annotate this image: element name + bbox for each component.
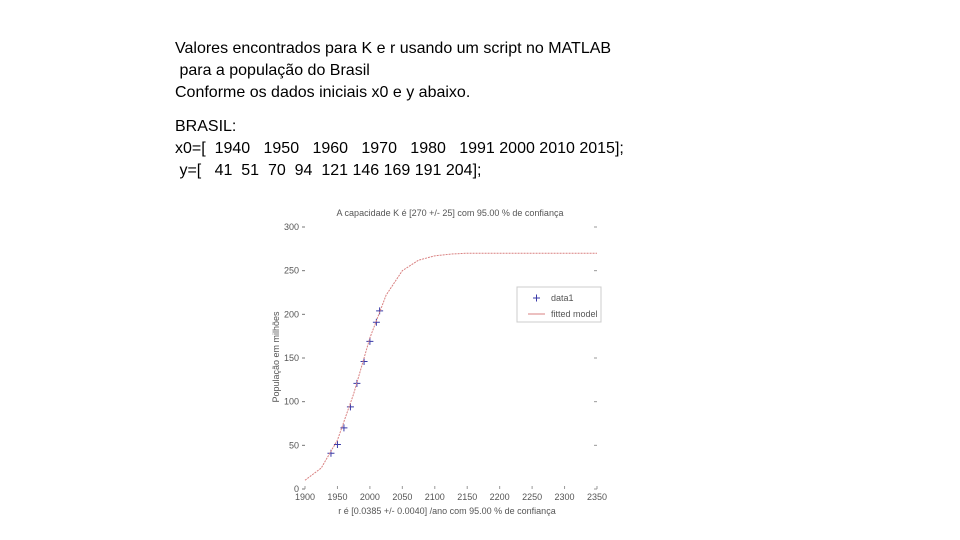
- legend-label: data1: [551, 293, 574, 303]
- intro-line: Valores encontrados para K e r usando um…: [175, 40, 611, 57]
- legend-label: fitted model: [551, 309, 598, 319]
- data-point: [333, 440, 341, 448]
- legend-swatch: [533, 294, 540, 302]
- x-tick-label: 2000: [360, 492, 380, 502]
- intro-line: Conforme os dados iniciais x0 e y abaixo…: [175, 84, 470, 101]
- y-tick-label: 150: [284, 353, 299, 363]
- y-tick-label: 300: [284, 222, 299, 232]
- data-point: [360, 357, 368, 365]
- data-point: [366, 337, 374, 345]
- x-axis-label: r é [0.0385 +/- 0.0040] /ano com 95.00 %…: [338, 506, 555, 516]
- chart-title: A capacidade K é [270 +/- 25] com 95.00 …: [337, 208, 564, 218]
- x-tick-label: 1900: [295, 492, 315, 502]
- x-tick-label: 2150: [457, 492, 477, 502]
- y-tick-label: 50: [289, 440, 299, 450]
- data-point: [372, 318, 380, 326]
- data-point: [340, 424, 348, 432]
- y-tick-label: 0: [294, 484, 299, 494]
- intro-line: para a população do Brasil: [175, 62, 370, 79]
- y-tick-label: 100: [284, 397, 299, 407]
- data-line: y=[ 41 51 70 94 121 146 169 191 204];: [175, 162, 481, 179]
- x-tick-label: 1950: [327, 492, 347, 502]
- fitted-line: [304, 252, 597, 481]
- legend-box: [516, 286, 602, 323]
- y-axis-label: População em milhões: [271, 311, 281, 403]
- x-tick-label: 2100: [425, 492, 445, 502]
- y-tick-label: 250: [284, 266, 299, 276]
- data-line: BRASIL:: [175, 118, 236, 135]
- y-tick-label: 200: [284, 309, 299, 319]
- x-tick-label: 2200: [490, 492, 510, 502]
- x-tick-label: 2050: [392, 492, 412, 502]
- x-tick-label: 2250: [522, 492, 542, 502]
- x-tick-label: 2350: [587, 492, 607, 502]
- x-tick-label: 2300: [555, 492, 575, 502]
- data-line: x0=[ 1940 1950 1960 1970 1980 1991 2000 …: [175, 140, 624, 157]
